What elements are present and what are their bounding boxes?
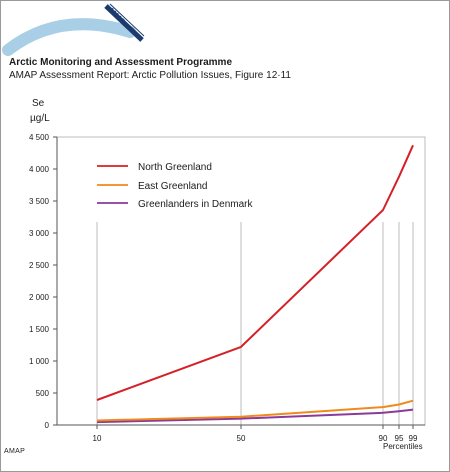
x-tick-label-50: 50 <box>237 434 246 443</box>
legend: North Greenland East Greenland Greenlander… <box>97 162 253 210</box>
series-layer <box>96 144 414 424</box>
series-line-east-greenland <box>96 399 414 422</box>
series-line-greenlanders-in-denmark <box>96 408 414 424</box>
x-axis-label: Percentiles <box>383 442 423 451</box>
x-tick-label-99: 99 <box>409 434 418 443</box>
organization-title: Arctic Monitoring and Assessment Program… <box>9 57 233 68</box>
footer-amap-label: AMAP <box>4 448 26 455</box>
y-axis-unit: µg/L <box>30 113 50 124</box>
x-tick-label-10: 10 <box>93 434 102 443</box>
x-tick-label-90: 90 <box>379 434 388 443</box>
legend-label-east-greenland: East Greenland <box>138 181 208 192</box>
y-tick-label-0: 0 <box>45 421 50 430</box>
y-tick-label-3000: 3 000 <box>29 229 50 238</box>
y-tick-label-2500: 2 500 <box>29 261 50 270</box>
series-line-north-greenland <box>96 144 414 401</box>
y-tick-label-4000: 4 000 <box>29 165 50 174</box>
amap-logo: AMAP <box>2 3 145 56</box>
y-tick-label-1500: 1 500 <box>29 325 50 334</box>
legend-label-north-greenland: North Greenland <box>138 162 212 173</box>
y-tick-label-2000: 2 000 <box>29 293 50 302</box>
y-tick-label-4500: 4 500 <box>29 133 50 142</box>
y-axis-label: Se <box>32 98 45 109</box>
report-title: AMAP Assessment Report: Arctic Pollution… <box>9 70 291 81</box>
grid-layer <box>56 136 426 426</box>
x-tick-label-95: 95 <box>395 434 404 443</box>
y-tick-label-3500: 3 500 <box>29 197 50 206</box>
legend-label-greenlanders-in-denmark: Greenlanders in Denmark <box>138 199 253 210</box>
y-tick-label-1000: 1 000 <box>29 357 50 366</box>
axis-layer: 0 500 1 000 1 500 2 000 2 500 3 000 3 500 4 000 4… <box>29 133 425 443</box>
y-tick-label-500: 500 <box>36 389 50 398</box>
